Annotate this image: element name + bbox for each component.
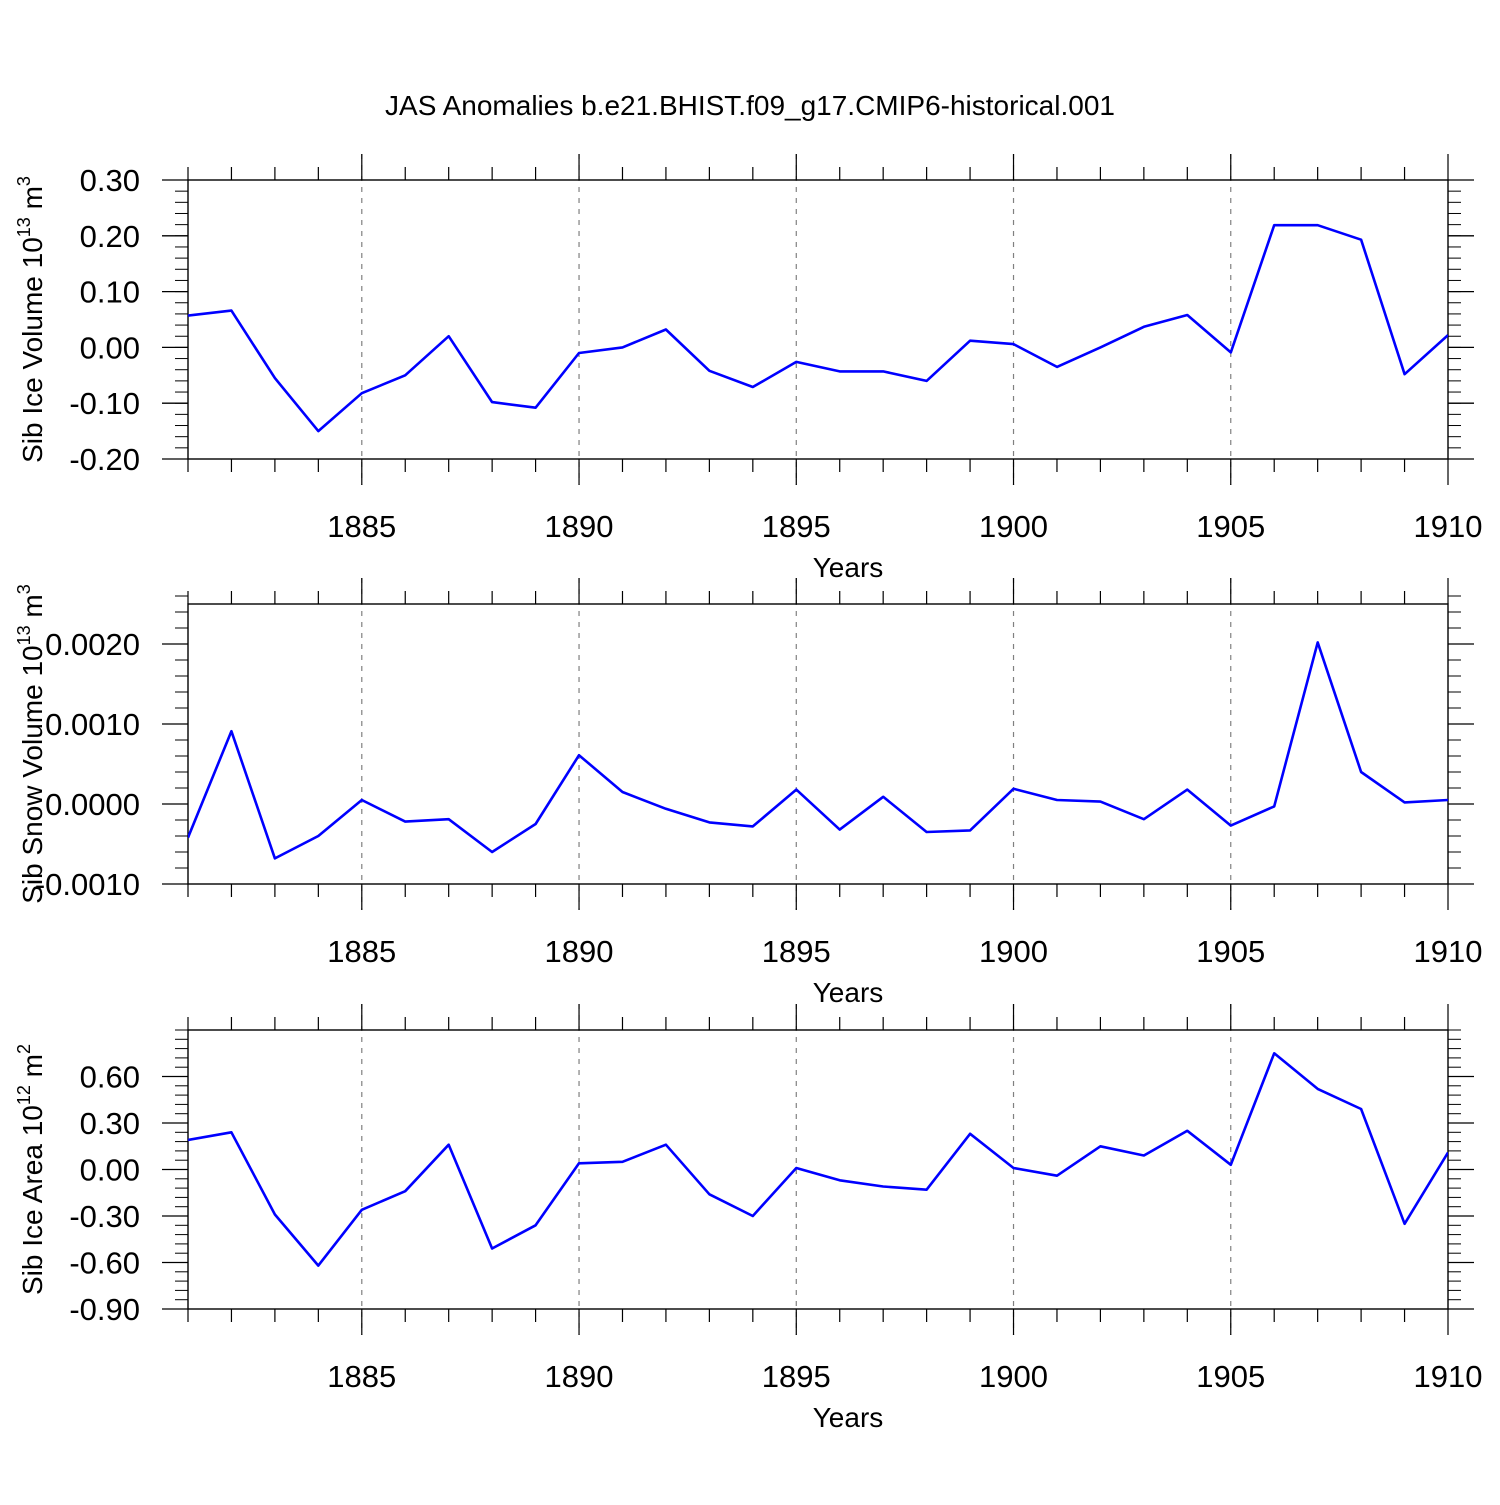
x-tick-label: 1890 xyxy=(545,509,614,544)
x-tick-label: 1890 xyxy=(545,1359,614,1394)
plot-frame xyxy=(188,1030,1448,1309)
y-axis-label: Sib Ice Area 1012 m2 xyxy=(14,1044,48,1295)
y-tick-label: 0.0020 xyxy=(45,627,140,662)
series-line xyxy=(188,225,1448,431)
y-tick-label: -0.20 xyxy=(69,442,140,477)
y-tick-label: 0.10 xyxy=(80,275,140,310)
plot-frame xyxy=(188,604,1448,884)
y-tick-label: 0.20 xyxy=(80,219,140,254)
x-tick-label: 1885 xyxy=(327,1359,396,1394)
y-tick-label: 0.00 xyxy=(80,1153,140,1188)
x-tick-label: 1890 xyxy=(545,934,614,969)
x-tick-label: 1900 xyxy=(979,509,1048,544)
y-tick-label: 0.30 xyxy=(80,1106,140,1141)
x-tick-label: 1900 xyxy=(979,1359,1048,1394)
x-tick-label: 1910 xyxy=(1414,934,1483,969)
x-tick-label: 1905 xyxy=(1196,1359,1265,1394)
y-tick-label: -0.60 xyxy=(69,1246,140,1281)
panel-2: -0.0010 0.0000 0.0010 0.0020 1885 1890 1895 190… xyxy=(14,578,1482,1008)
y-tick-label: 0.0000 xyxy=(45,787,140,822)
y-tick-label: 0.60 xyxy=(80,1060,140,1095)
panel-3: -0.90 -0.60 -0.30 0.00 0.30 0.60 1885 1890 1895 1… xyxy=(14,1004,1482,1433)
x-tick-label: 1895 xyxy=(762,1359,831,1394)
x-tick-label: 1895 xyxy=(762,509,831,544)
x-axis-label: Years xyxy=(813,1402,884,1433)
y-axis-label: Sib Snow Volume 1013 m3 xyxy=(14,584,48,904)
x-axis-label: Years xyxy=(813,552,884,583)
x-tick-label: 1885 xyxy=(327,934,396,969)
chart-title: JAS Anomalies b.e21.BHIST.f09_g17.CMIP6-… xyxy=(385,90,1115,121)
y-tick-label: -0.10 xyxy=(69,386,140,421)
y-tick-label: -0.90 xyxy=(69,1292,140,1327)
x-tick-label: 1885 xyxy=(327,509,396,544)
y-tick-label: -0.30 xyxy=(69,1199,140,1234)
x-tick-label: 1910 xyxy=(1414,1359,1483,1394)
x-tick-label: 1905 xyxy=(1196,509,1265,544)
x-axis-label: Years xyxy=(813,977,884,1008)
y-tick-label: 0.30 xyxy=(80,163,140,198)
y-tick-label: 0.0010 xyxy=(45,707,140,742)
x-tick-label: 1895 xyxy=(762,934,831,969)
series-line xyxy=(188,642,1448,858)
y-tick-label: -0.0010 xyxy=(35,867,140,902)
x-tick-label: 1900 xyxy=(979,934,1048,969)
x-tick-label: 1905 xyxy=(1196,934,1265,969)
series-line xyxy=(188,1053,1448,1265)
panel-1: -0.20 -0.10 0.00 0.10 0.20 0.30 1885 1890 1895 19… xyxy=(14,154,1482,583)
plot-frame xyxy=(188,180,1448,459)
y-tick-label: 0.00 xyxy=(80,330,140,365)
x-tick-label: 1910 xyxy=(1414,509,1483,544)
y-axis-label: Sib Ice Volume 1013 m3 xyxy=(14,176,48,463)
